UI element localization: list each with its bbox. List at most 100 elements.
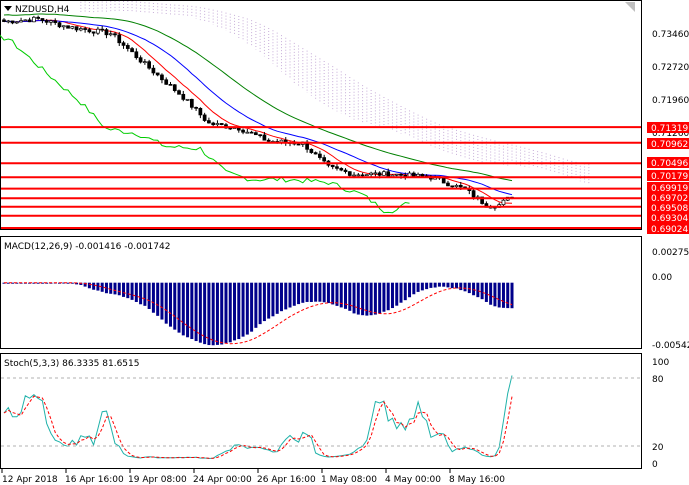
candle-body xyxy=(458,184,463,188)
macd-bar xyxy=(309,282,313,303)
macd-bar xyxy=(322,282,326,303)
macd-bar xyxy=(203,282,207,345)
macd-bar xyxy=(297,282,301,305)
candle-body xyxy=(147,61,151,69)
candle-body xyxy=(96,28,100,34)
macd-bar xyxy=(237,282,241,340)
macd-bar xyxy=(420,282,424,291)
macd-bar xyxy=(40,282,44,284)
macd-bar xyxy=(117,282,121,296)
candle-body xyxy=(258,134,262,137)
macd-bar xyxy=(403,282,407,301)
macd-bar xyxy=(433,282,437,288)
macd-bar xyxy=(143,282,147,306)
candle-body xyxy=(399,173,403,176)
macd-bar xyxy=(160,282,164,320)
macd-bar xyxy=(186,282,190,338)
candle-body xyxy=(318,153,322,158)
macd-tick-label: -0.005420 xyxy=(652,341,689,351)
macd-bar xyxy=(305,282,309,302)
candle-body xyxy=(254,132,258,136)
macd-bar xyxy=(459,282,463,291)
ma-fast-line xyxy=(3,19,513,204)
x-tick-label: 1 May 08:00 xyxy=(321,475,377,485)
macd-bar xyxy=(92,282,96,290)
candle-body xyxy=(40,18,45,21)
candle-body xyxy=(356,174,361,177)
candle-body xyxy=(36,16,41,19)
svg-text:0.69304: 0.69304 xyxy=(651,214,688,224)
price-tick-label: 0.71260 xyxy=(652,129,689,139)
candle-body xyxy=(134,51,139,59)
candle-body xyxy=(241,129,245,133)
macd-bar xyxy=(100,282,104,292)
macd-bar xyxy=(348,282,352,311)
candle-body xyxy=(394,173,399,176)
candle-body xyxy=(365,174,369,177)
candle-body xyxy=(194,106,198,109)
level-tag: 0.70496 xyxy=(647,157,689,169)
candle-body xyxy=(369,172,373,176)
candle-body xyxy=(330,164,335,168)
macd-bar xyxy=(442,282,446,287)
macd-bar xyxy=(497,282,501,308)
ma-mid-line xyxy=(3,20,513,196)
candle-body xyxy=(322,157,327,162)
stoch-tick-label: 100 xyxy=(652,358,669,368)
candle-body xyxy=(420,173,425,177)
candle-body xyxy=(70,26,75,29)
macd-bar xyxy=(489,282,493,305)
macd-bar xyxy=(450,282,454,289)
macd-bar xyxy=(339,282,343,308)
candle-body xyxy=(296,143,301,146)
candle-body xyxy=(91,31,96,34)
candle-body xyxy=(207,120,211,124)
svg-text:0.71319: 0.71319 xyxy=(651,124,688,134)
macd-bar xyxy=(279,282,283,312)
ma-slow-line xyxy=(3,13,513,182)
macd-bar xyxy=(254,282,258,328)
macd-bar xyxy=(493,282,497,307)
macd-bar xyxy=(70,282,74,284)
svg-text:0.69702: 0.69702 xyxy=(651,194,688,204)
candle-body xyxy=(339,168,344,171)
symbol-label: NZDUSD,H4 xyxy=(15,5,70,15)
macd-bar xyxy=(480,282,484,300)
candle-body xyxy=(471,190,476,198)
x-tick-label: 12 Apr 2018 xyxy=(2,475,58,485)
macd-bar xyxy=(168,282,172,327)
macd-bar xyxy=(11,282,15,284)
candle-body xyxy=(416,173,420,177)
triangle-down-icon[interactable] xyxy=(4,6,12,11)
candle-body xyxy=(44,20,49,23)
candle-body xyxy=(347,171,352,176)
candle-body xyxy=(168,84,173,86)
level-tag: 0.69508 xyxy=(647,202,689,214)
macd-histogram xyxy=(2,282,514,346)
candle-body xyxy=(49,20,53,23)
ichimoku-cloud xyxy=(80,0,590,184)
level-tag: 0.71319 xyxy=(647,122,689,134)
stoch-pane-frame xyxy=(0,353,642,469)
macd-bar xyxy=(245,282,249,335)
macd-bar xyxy=(446,282,450,288)
macd-bar xyxy=(378,282,382,314)
level-tag: 0.69304 xyxy=(647,212,689,224)
macd-bar xyxy=(241,282,245,337)
x-tick-label: 24 Apr 00:00 xyxy=(193,475,252,485)
stoch-tick-label: 80 xyxy=(652,375,664,385)
candle-body xyxy=(130,48,134,53)
macd-bar xyxy=(335,282,339,306)
macd-bar xyxy=(134,282,138,302)
macd-bar xyxy=(318,282,322,302)
candle-body xyxy=(6,20,11,23)
candle-body xyxy=(164,79,169,85)
candle-body xyxy=(61,25,66,28)
candle-body xyxy=(177,90,181,95)
stoch-label: Stoch(5,3,3) 86.3335 81.6515 xyxy=(4,359,139,369)
candle-body xyxy=(155,72,160,76)
macd-bar xyxy=(352,282,356,314)
price-tick-label: 0.73460 xyxy=(652,30,689,40)
macd-bar xyxy=(194,282,198,342)
